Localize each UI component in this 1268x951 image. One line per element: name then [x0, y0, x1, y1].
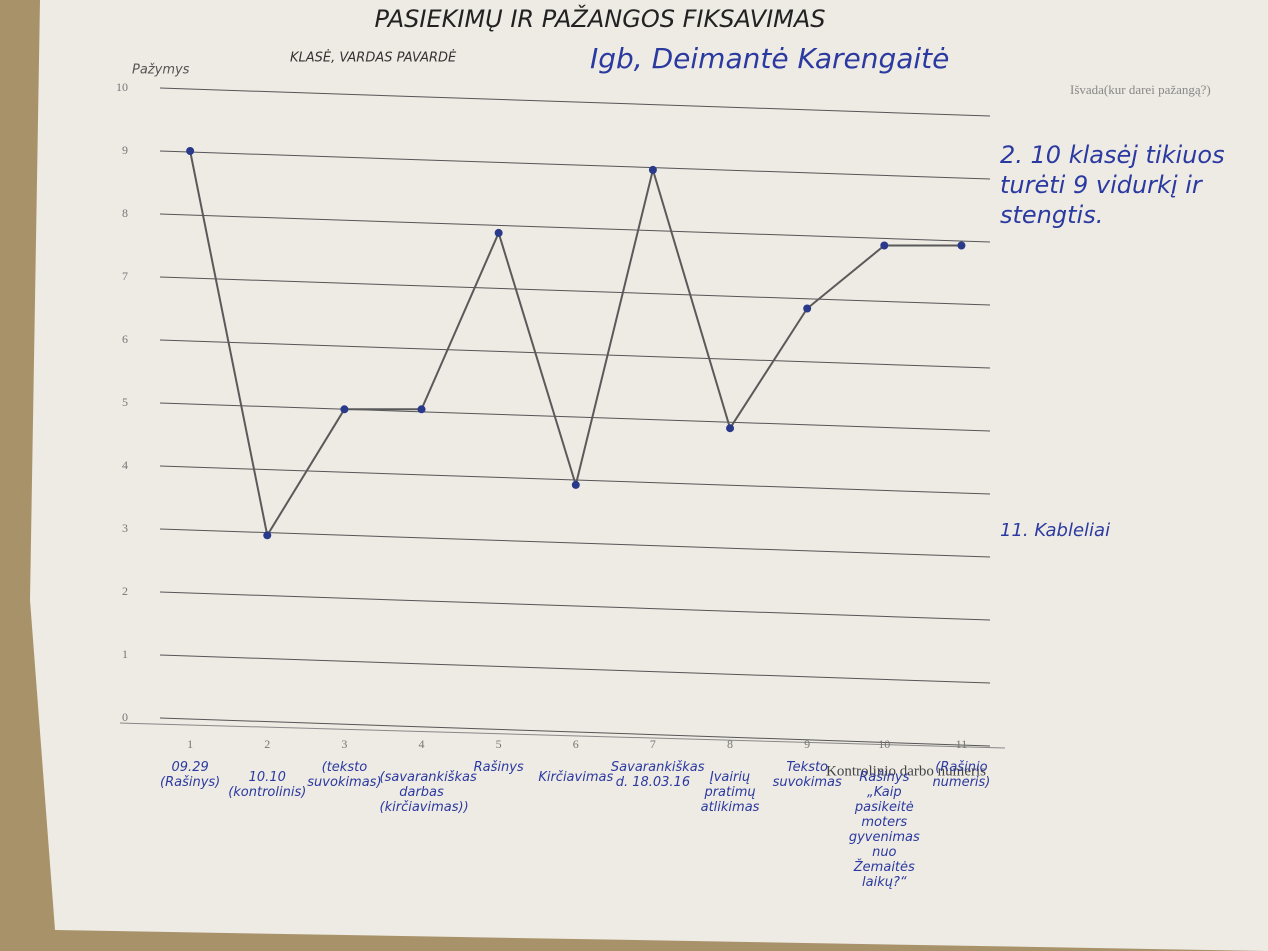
y-tick-label: 5 — [122, 395, 128, 409]
y-tick-label: 6 — [122, 332, 128, 346]
caption: (teksto suvokimas) — [307, 760, 382, 790]
data-point — [957, 241, 966, 250]
data-point — [726, 424, 735, 433]
caption: Rašinys — [473, 760, 524, 775]
data-point — [571, 480, 580, 489]
grid-line — [159, 528, 991, 558]
x-tick-label: 2 — [264, 737, 270, 751]
grid-line — [159, 87, 991, 117]
y-tick-label: 7 — [122, 269, 128, 283]
grid-line — [159, 150, 991, 180]
grid-line — [159, 339, 991, 369]
data-point — [417, 405, 426, 414]
grid-line — [159, 402, 991, 432]
grid-line — [159, 717, 991, 747]
caption: Savarankiškas d. 18.03.16 — [610, 760, 705, 790]
subtitle: KLASĖ, VARDAS PAVARDĖ — [290, 50, 457, 66]
caption: Teksto suvokimas — [772, 760, 842, 790]
y-tick-label: 10 — [116, 80, 128, 94]
y-tick-label: 1 — [122, 647, 128, 661]
caption: Rašinys „Kaip pasikeitė moters gyvenimas… — [848, 770, 920, 890]
grid-line — [159, 276, 991, 306]
data-point — [494, 228, 503, 237]
paper — [30, 0, 1268, 951]
note: 11. Kableliai — [1000, 520, 1111, 541]
data-point — [880, 241, 889, 250]
chart-title: PASIEKIMŲ IR PAŽANGOS FIKSAVIMAS — [374, 4, 825, 33]
data-point — [186, 147, 195, 155]
x-tick-label: 6 — [573, 737, 579, 751]
x-tick-label: 3 — [341, 737, 347, 751]
x-tick-label: 11 — [956, 737, 968, 751]
note: 2. 10 klasėj tikiuos turėti 9 vidurkį ir… — [1000, 141, 1225, 229]
y-axis-label: Pažymys — [132, 63, 190, 78]
x-tick-label: 7 — [650, 737, 656, 751]
caption: 09.29 (Rašinys) — [160, 760, 221, 790]
x-tick-label: 10 — [878, 737, 890, 751]
y-tick-label: 8 — [122, 206, 128, 220]
conclusion-heading: Išvada(kur darei pažangą?) — [1070, 82, 1211, 97]
x-tick-label: 5 — [496, 737, 502, 751]
data-point — [263, 531, 272, 540]
x-axis-label: Kontrolinio darbo numeris — [826, 763, 986, 779]
caption: Kirčiavimas — [538, 770, 614, 785]
y-tick-label: 4 — [122, 458, 128, 472]
x-axis — [119, 722, 1006, 749]
x-tick-label: 8 — [727, 737, 733, 751]
caption: (Rašinio numeris) — [932, 760, 991, 790]
x-tick-label: 9 — [804, 737, 810, 751]
grid-line — [159, 213, 991, 243]
caption: Įvairių pratimų atlikimas — [700, 770, 760, 815]
y-tick-label: 9 — [122, 143, 128, 157]
caption: (savarankiškas darbas (kirčiavimas)) — [379, 770, 477, 815]
data-point — [803, 304, 812, 313]
grid-line — [159, 654, 991, 684]
caption: 10.10 (kontrolinis) — [228, 770, 307, 800]
y-tick-label: 0 — [122, 710, 128, 724]
y-tick-label: 3 — [122, 521, 128, 535]
x-tick-label: 4 — [419, 737, 425, 751]
x-tick-label: 1 — [187, 737, 193, 751]
student-name: Igb, Deimantė Karengaitė — [590, 42, 949, 75]
data-point — [648, 165, 657, 174]
grid-line — [159, 591, 991, 621]
data-point — [340, 405, 349, 414]
y-tick-label: 2 — [122, 584, 128, 598]
